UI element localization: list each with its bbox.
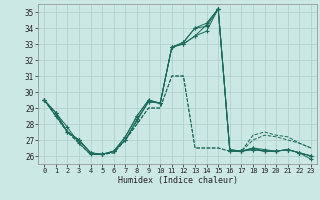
X-axis label: Humidex (Indice chaleur): Humidex (Indice chaleur)	[118, 176, 238, 185]
